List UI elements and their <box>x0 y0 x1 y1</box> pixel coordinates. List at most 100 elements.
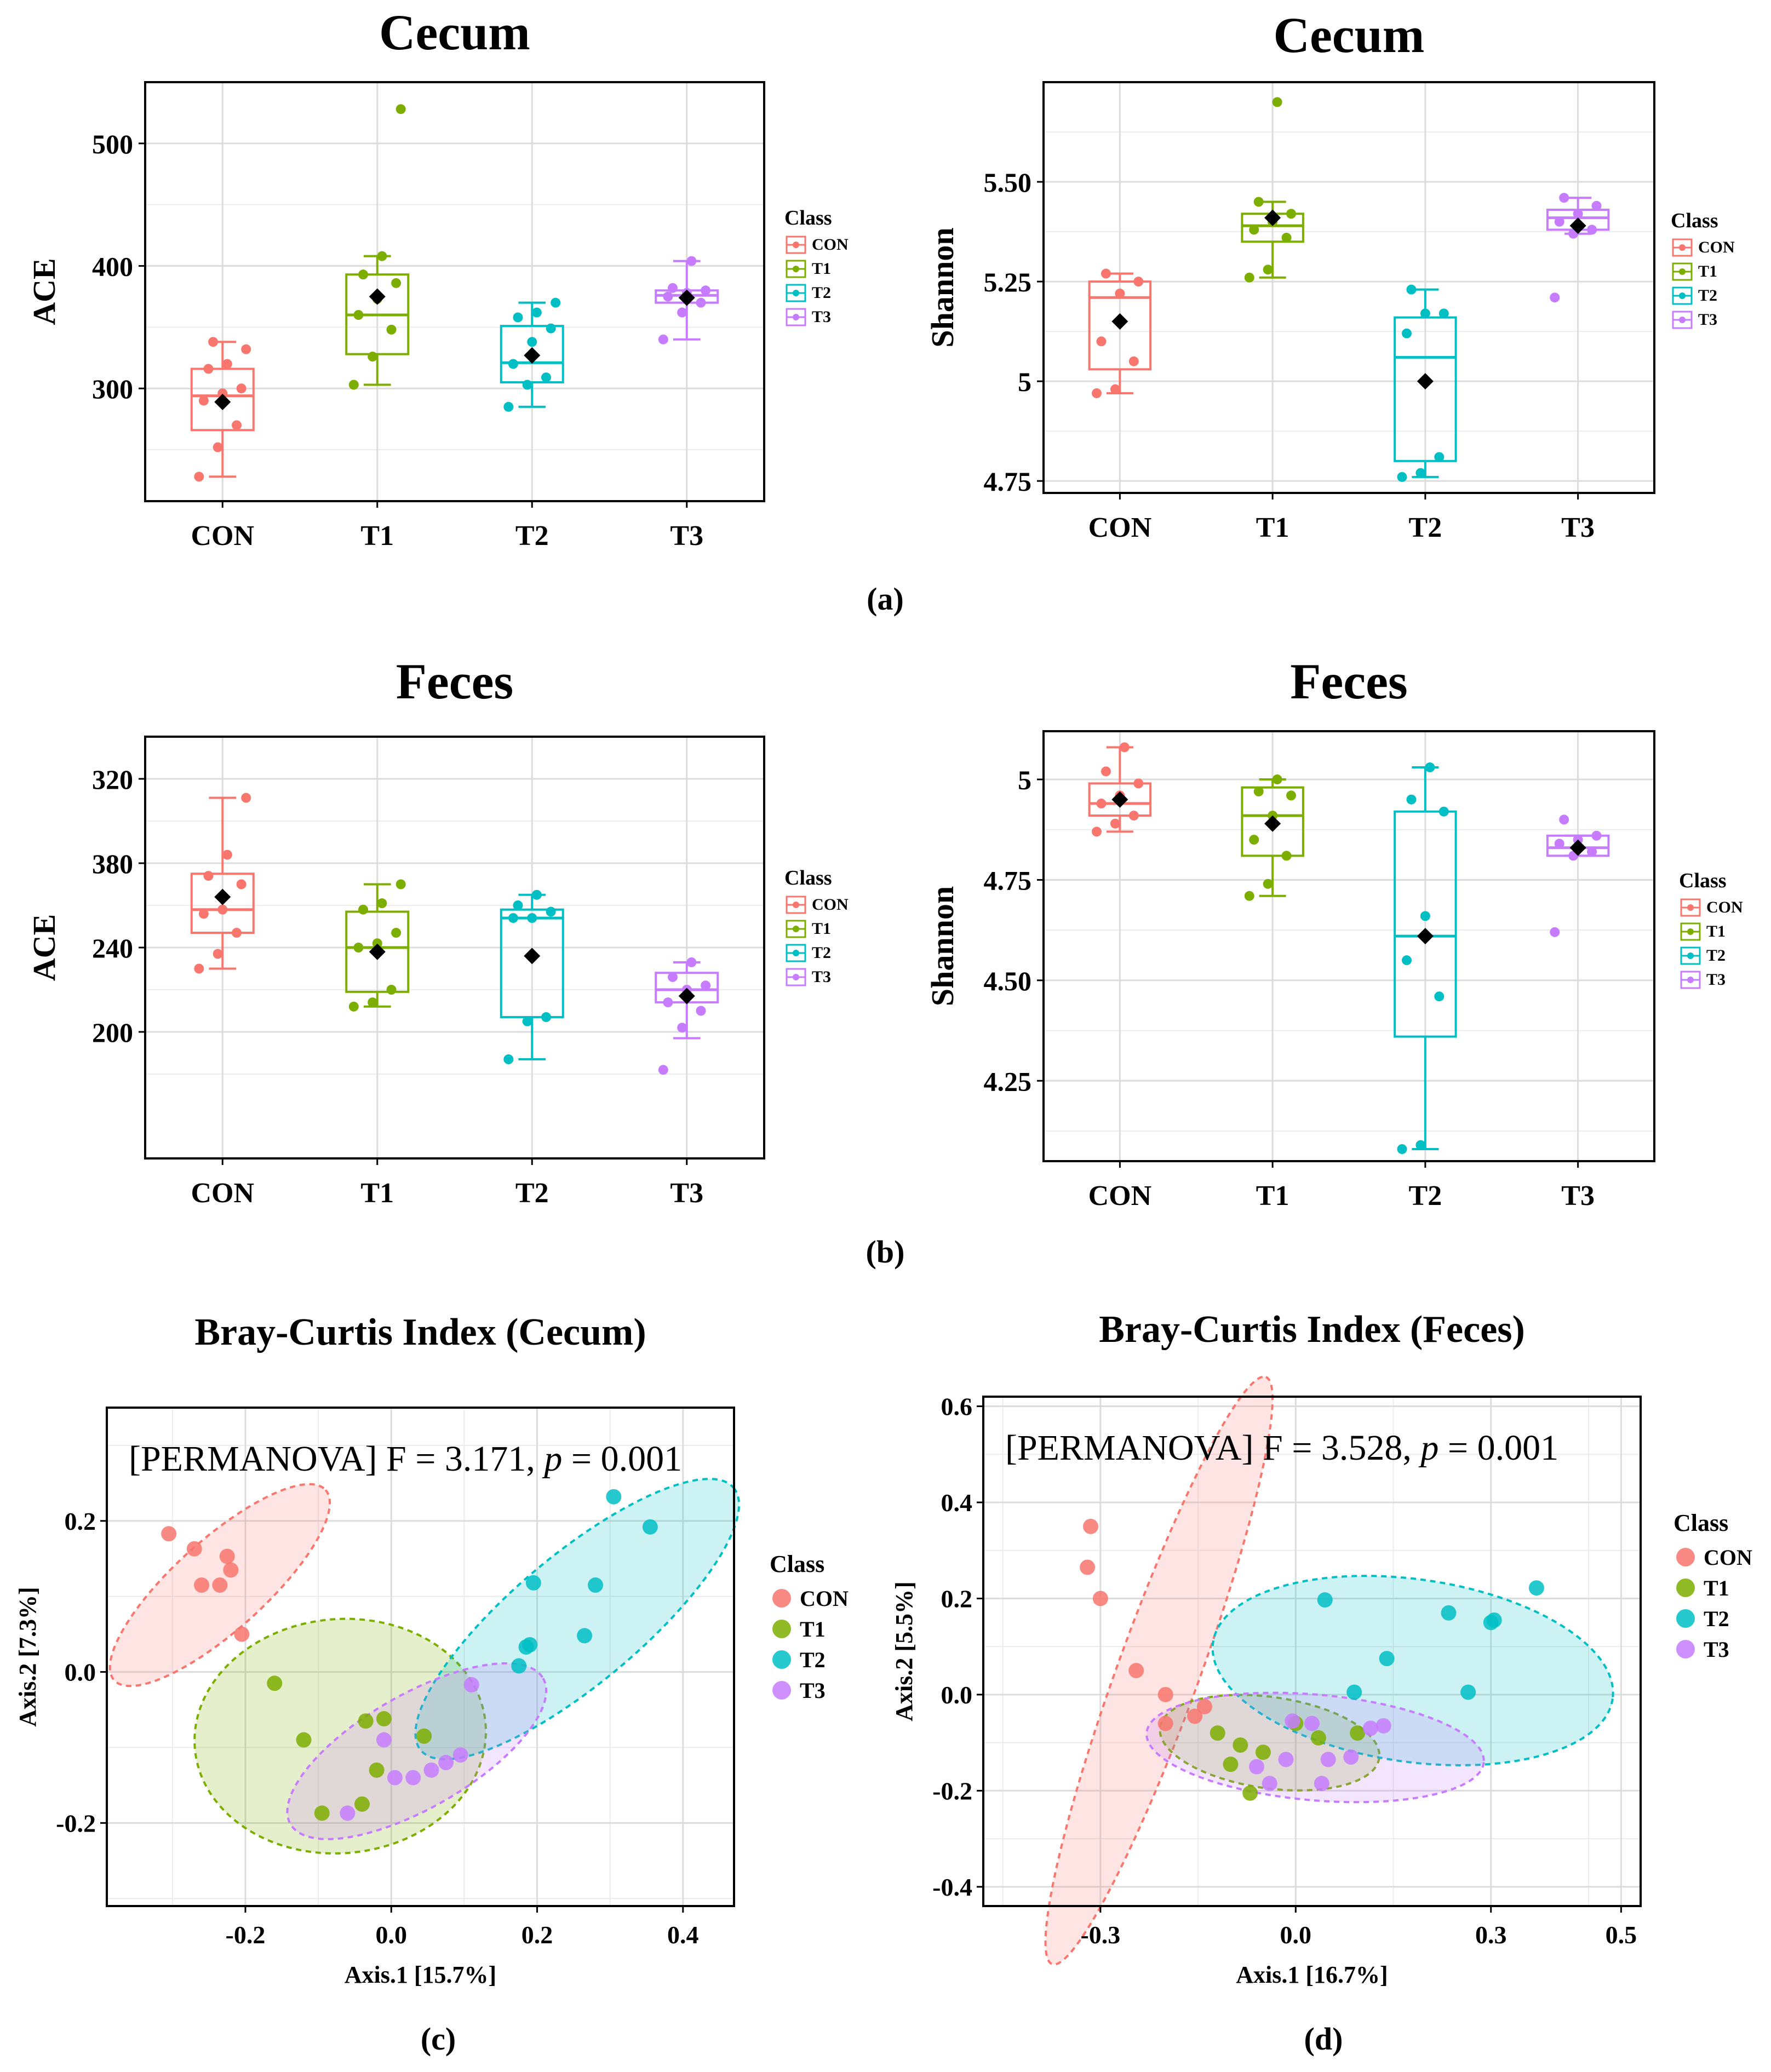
series-t1 <box>1210 1715 1366 1801</box>
y-tick-label: 4.25 <box>984 1066 1032 1097</box>
confidence-ellipse-t1 <box>193 1617 487 1855</box>
data-point <box>663 291 673 302</box>
panel-b-ace-feces: Feces 200 240 380 320 CON T1 T2 T3 ACE Class CON T1 T… <box>26 653 849 1209</box>
legend-key-t3: T3 <box>786 968 831 986</box>
data-point <box>531 307 542 318</box>
annotation-p: p <box>1418 1428 1438 1468</box>
x-tick-label: -0.3 <box>1080 1921 1120 1949</box>
mean-marker <box>214 393 231 410</box>
data-point <box>1101 766 1111 777</box>
panel-label-d: (d) <box>1304 2021 1343 2057</box>
mean-marker <box>1569 839 1586 856</box>
data-point <box>1314 1776 1329 1792</box>
box-t3 <box>655 957 719 1075</box>
data-point <box>368 352 378 362</box>
data-point <box>340 1805 356 1821</box>
data-point <box>1119 742 1130 753</box>
y-axis-label: Axis.2 [5.5%] <box>891 1581 918 1721</box>
data-point <box>686 256 697 266</box>
mean-marker <box>1417 928 1434 945</box>
data-point <box>1554 839 1564 849</box>
data-point <box>1244 272 1254 283</box>
y-tick-label: 0.2 <box>941 1585 973 1612</box>
data-point <box>348 380 359 390</box>
data-point <box>1157 1686 1173 1702</box>
legend-label: T3 <box>812 308 831 326</box>
data-point <box>527 337 537 347</box>
data-point <box>1434 991 1445 1002</box>
legend-key-dot <box>1676 1579 1695 1597</box>
x-tick-label: 0.0 <box>1280 1921 1312 1949</box>
y-axis-label: ACE <box>26 258 62 325</box>
legend-key-con: CON <box>1672 238 1735 257</box>
plot-background <box>1044 82 1654 493</box>
data-point <box>1438 806 1449 817</box>
data-point <box>1310 1730 1326 1746</box>
data-point <box>348 1001 359 1012</box>
plot-background <box>145 82 764 501</box>
data-point <box>1486 1612 1502 1628</box>
mean-marker <box>1264 209 1281 226</box>
box-iqr <box>500 325 564 384</box>
data-point <box>588 1577 604 1593</box>
annotation-value: = 0.001 <box>1438 1428 1558 1468</box>
data-point <box>531 889 542 900</box>
data-point <box>1397 1144 1407 1154</box>
y-tick-label: 300 <box>92 374 133 404</box>
box-t2 <box>1394 284 1457 482</box>
data-point <box>1320 1752 1336 1767</box>
legend-key-t1: T1 <box>1672 262 1717 281</box>
data-point <box>525 1575 541 1591</box>
legend-key-dot <box>1679 292 1686 299</box>
legend-label: CON <box>812 236 849 254</box>
data-point <box>236 383 247 394</box>
data-point <box>577 1628 593 1644</box>
data-point <box>358 269 368 280</box>
legend-key-dot <box>1679 317 1686 323</box>
data-point <box>368 997 378 1008</box>
legend-key-dot <box>793 926 799 932</box>
x-tick-label: T3 <box>1561 1180 1595 1212</box>
data-point <box>522 1637 538 1652</box>
data-point <box>1346 1684 1362 1700</box>
plot-background <box>983 1397 1641 1906</box>
y-tick-label: 320 <box>92 764 133 795</box>
legend-key-dot <box>793 902 799 908</box>
panel-c-bray-curtis-cecum: Bray-Curtis Index (Cecum) [PERMANOVA] F =… <box>14 1311 849 1988</box>
panel-d-bray-curtis-feces: Bray-Curtis Index (Feces) [PERMANOVA] F =… <box>891 1308 1752 1988</box>
plot-border <box>1042 81 1655 494</box>
data-point <box>358 904 368 915</box>
x-tick-label: T2 <box>515 1178 549 1209</box>
x-tick-label: T2 <box>1409 512 1442 543</box>
annotation-p: p <box>542 1439 562 1479</box>
box-iqr <box>1088 280 1152 371</box>
legend-title: Class <box>1671 209 1718 232</box>
data-point <box>353 310 364 320</box>
y-tick-label: 5 <box>1018 765 1031 795</box>
data-point <box>1286 209 1297 219</box>
data-point <box>1401 955 1412 966</box>
data-point <box>198 395 209 406</box>
data-point <box>1425 762 1435 773</box>
y-tick-label: 4.50 <box>984 966 1032 996</box>
data-point <box>1441 1605 1457 1621</box>
y-tick-label: 5.50 <box>984 167 1032 198</box>
x-tick-label: T1 <box>360 520 394 552</box>
mean-marker <box>524 347 541 364</box>
data-point <box>511 1658 527 1674</box>
chart-title: Feces <box>1290 653 1408 709</box>
data-point <box>1434 452 1445 462</box>
data-point <box>376 1711 392 1727</box>
data-point <box>522 1016 532 1026</box>
data-point <box>551 297 561 308</box>
data-point <box>1133 277 1144 287</box>
legend-key-dot <box>793 242 799 248</box>
data-point <box>513 312 523 323</box>
box-t3 <box>655 256 719 345</box>
y-axis-label: Axis.2 [7.3%] <box>14 1587 41 1726</box>
data-point <box>213 949 223 959</box>
data-point <box>701 980 711 991</box>
data-point <box>213 442 223 452</box>
data-point <box>1415 468 1426 478</box>
data-point <box>1591 830 1602 841</box>
